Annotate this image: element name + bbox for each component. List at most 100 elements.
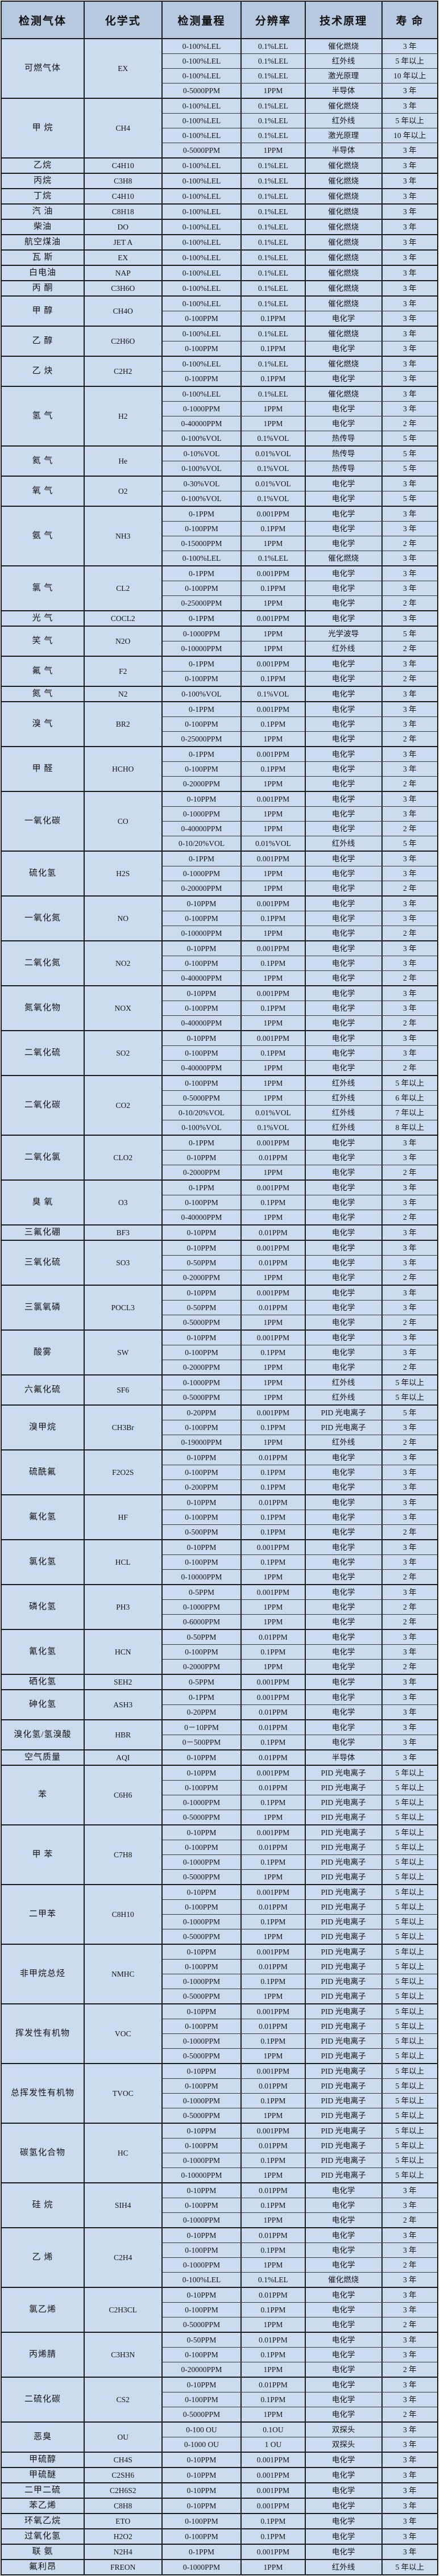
range-cell: 0-100PPM [161,716,242,732]
gas-name-cell: 氟利昂 [1,2559,85,2575]
life-cell: 5 年以上 [381,1840,439,1855]
resolution-cell: 1PPM [240,1435,306,1450]
range-cell: 0-10PPM [161,1240,242,1256]
life-cell: 3 年 [381,401,439,416]
tech-cell: PID 光电离子 [304,1899,383,1915]
tech-cell: 催化燃烧 [304,265,383,281]
range-cell: 0-10PPM [161,2467,242,2483]
range-cell: 0-100%LEL [161,249,242,266]
tech-cell: 电化学 [304,1584,383,1600]
tech-cell: 电化学 [304,2528,383,2545]
range-cell: 0-10PPM [161,895,242,911]
gas-name-cell: 空气质量 [1,1749,85,1766]
life-cell: 2 年 [381,1315,439,1331]
resolution-cell: 0.1%LEL [240,265,306,281]
range-cell: 0-5000PPM [161,1090,242,1106]
life-cell: 5 年以上 [381,2559,439,2575]
tech-cell: 电化学 [304,521,383,536]
range-cell: 0-10PPM [161,2377,242,2392]
tech-cell: 电化学 [304,2498,383,2514]
range-cell: 0-100PPM [161,2513,242,2529]
range-cell: 0-50PPM [161,1629,242,1645]
table-row: 一氧化氮 NO 0-10PPM 0.001PPM 电化学 3 年 [1,895,439,941]
life-cell: 3 年 [381,1195,439,1210]
formula-cell: NOX [83,985,163,1031]
resolution-cell: 0.001PPM [240,2003,306,2019]
range-cell: 0-1000 OU [161,2437,242,2453]
table-row: 挥发性有机物 VOC 0-10PPM 0.001PPM PID 光电离子 5 年以上 [1,2003,439,2064]
table-row: 0-5000PPM 1PPM PID 光电离子 5 年以上 [1,1989,439,2004]
gas-name-cell: 硫酰氟 [1,1449,85,1495]
tech-cell: 电化学 [304,761,383,777]
resolution-cell: 1PPM [240,641,306,657]
table-row: 0-50PPM 0.01PPM 电化学 3 年 [1,1255,439,1270]
life-cell: 3 年 [381,1494,439,1510]
resolution-cell: 1PPM [240,1075,306,1091]
life-cell: 5 年以上 [381,2063,439,2079]
formula-cell: SEH2 [83,1674,163,1690]
gas-name-cell: 碳氢化合物 [1,2123,85,2183]
tech-cell: 电化学 [304,1285,383,1300]
resolution-cell: 0.001PPM [240,2123,306,2139]
table-row: 环氧乙烷 ETO 0-100PPM 0.1PPM 电化学 3 年 [1,2513,439,2529]
tech-cell: 电化学 [304,2242,383,2258]
resolution-cell: 0.1%LEL [240,249,306,266]
tech-cell: 红外线 [304,1374,383,1390]
resolution-cell: 0.001PPM [240,2498,306,2514]
tech-cell: PID 光电离子 [304,2019,383,2034]
formula-cell: JET A [83,234,163,251]
formula-cell: VOC [83,2003,163,2064]
tech-cell: 电化学 [304,1179,383,1195]
table-row: 乙 烯 C2H4 0-10PPM 0.01PPM 电化学 3 年 [1,2227,439,2288]
life-cell: 2 年 [381,926,439,941]
table-row: 0-2000PPM 1PPM 电化学 2 年 [1,776,439,792]
gas-name-cell: 硫化氢 [1,851,85,897]
range-cell: 0-100%LEL [161,219,242,235]
life-cell: 5 年 [381,461,439,477]
range-cell: 0-1000PPM [161,2559,242,2575]
life-cell: 3 年 [381,2421,439,2437]
gas-name-cell: 乙 醇 [1,326,85,357]
formula-cell: C2H6O [83,326,163,357]
tech-cell: 电化学 [304,506,383,522]
life-cell: 10 年以上 [381,68,439,84]
tech-cell: 电化学 [304,371,383,387]
resolution-cell: 0.1PPM [240,1510,306,1525]
gas-name-cell: 溴甲烷 [1,1404,85,1450]
table-row: 溴化氢/氢溴酸 HBR 0－10PPM 0.01PPM 电化学 3 年 [1,1719,439,1750]
table-row: 苯 C6H6 0-10PPM 0.001PPM PID 光电离子 5 年以上 [1,1765,439,1825]
resolution-cell: 0.01PPM [240,1449,306,1465]
table-row: 0-10000PPM 1PPM PID 光电离子 5 年以上 [1,2167,439,2183]
resolution-cell: 0.1PPM [240,1465,306,1480]
table-row: 0-100PPM 0.01PPM PID 光电离子 5 年以上 [1,2078,439,2094]
gas-name-cell: 氦 气 [1,445,85,477]
gas-name-cell: 白电油 [1,265,85,281]
table-row: 0-2000PPM 1PPM 电化学 2 年 [1,1165,439,1181]
tech-cell: 电化学 [304,2347,383,2362]
range-cell: 0-5000PPM [161,1869,242,1885]
range-cell: 0-100PPM [161,2078,242,2094]
life-cell: 5 年 [381,431,439,447]
range-cell: 0-1PPM [161,701,242,717]
table-row: 0-100PPM 0.1PPM 电化学 3 年 [1,311,439,327]
resolution-cell: 1PPM [240,83,306,99]
life-cell: 3 年 [381,326,439,341]
table-row: 0-100%VOL 0.1%VOL 热传导 5 年 [1,431,439,447]
tech-cell: 电化学 [304,2182,383,2198]
gas-name-cell: 氯 气 [1,565,85,611]
life-cell: 5 年以上 [381,1824,439,1840]
range-cell: 0-5000PPM [161,2317,242,2333]
gas-name-cell: 硒化氢 [1,1674,85,1690]
table-row: 0-100%LEL 0.1%LEL 红外线 5 年以上 [1,53,439,69]
formula-cell: NAP [83,265,163,281]
table-row: 0-10/20%VOL 0.01%VOL 红外线 7 年以上 [1,1105,439,1120]
life-cell: 5 年以上 [381,1374,439,1390]
life-cell: 3 年 [381,98,439,114]
range-cell: 0-1000PPM [161,866,242,881]
life-cell: 3 年 [381,565,439,581]
table-row: 0-100%LEL 0.1%LEL 红外线 5 年以上 [1,113,439,128]
gas-name-cell: 氟化氢 [1,1494,85,1540]
table-row: 甲 烷 CH4 0-100%LEL 0.1%LEL 催化燃烧 3 年 [1,98,439,159]
formula-cell: NO [83,895,163,941]
range-cell: 0-6000PPM [161,1614,242,1630]
